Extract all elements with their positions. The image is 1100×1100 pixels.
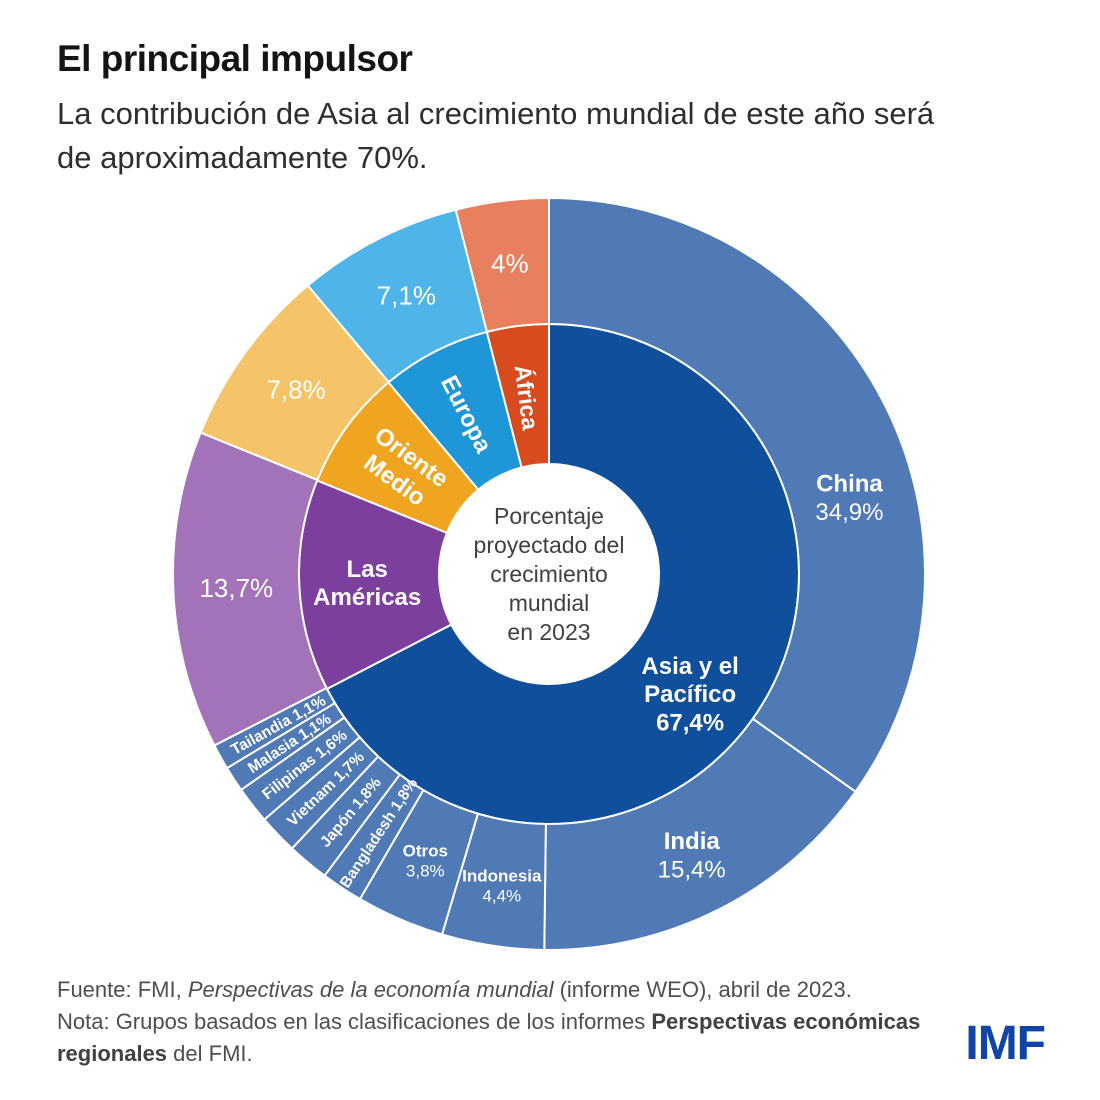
slice-label-outer-china: China 34,9%	[815, 471, 883, 526]
slice-label-outer-europa: 7,1%	[377, 281, 436, 311]
slice-label-inner-las-americas: Las Américas	[313, 556, 421, 611]
slice-label-outer-indonesia: Indonesia 4,4%	[462, 866, 542, 905]
imf-logo: IMF	[965, 1017, 1046, 1070]
note-text: Nota: Grupos basados en las clasificacio…	[57, 1009, 652, 1035]
slice-label-outer-otros: Otros 3,8%	[403, 841, 448, 880]
source-text-suffix: (informe WEO), abril de 2023.	[553, 977, 852, 1002]
note-report-name-2: regionales	[57, 1041, 168, 1067]
slice-label-outer-oriente-medio: 7,8%	[266, 375, 325, 405]
slice-label-inner-asia-y-el-pacifico: Asia y el Pacífico 67,4%	[641, 653, 738, 737]
slice-outer-africa	[454, 197, 550, 333]
footer: Fuente: FMI, Perspectivas de la economía…	[57, 974, 937, 1070]
slice-label-outer-india: India 15,4%	[658, 828, 726, 883]
note-line: Nota: Grupos basados en las clasificacio…	[57, 1006, 937, 1070]
slice-label-outer-las-americas: 13,7%	[199, 573, 273, 603]
source-report-name: Perspectivas de la economía mundial	[187, 977, 554, 1002]
page-title: El principal impulsor	[57, 38, 413, 79]
slice-outer-china	[548, 197, 926, 793]
note-report-name-1: Perspectivas económicas	[651, 1009, 921, 1035]
center-label: Porcentaje proyectado del crecimiento mundi…	[474, 503, 625, 645]
source-line: Fuente: FMI, Perspectivas de la economía…	[57, 974, 937, 1006]
page-subtitle: La contribución de Asia al crecimiento m…	[57, 96, 935, 176]
source-text: Fuente: FMI,	[57, 977, 188, 1002]
note-text-suffix: del FMI.	[167, 1041, 253, 1067]
donut-center	[439, 464, 659, 684]
slice-label-outer-africa: 4%	[491, 249, 529, 279]
